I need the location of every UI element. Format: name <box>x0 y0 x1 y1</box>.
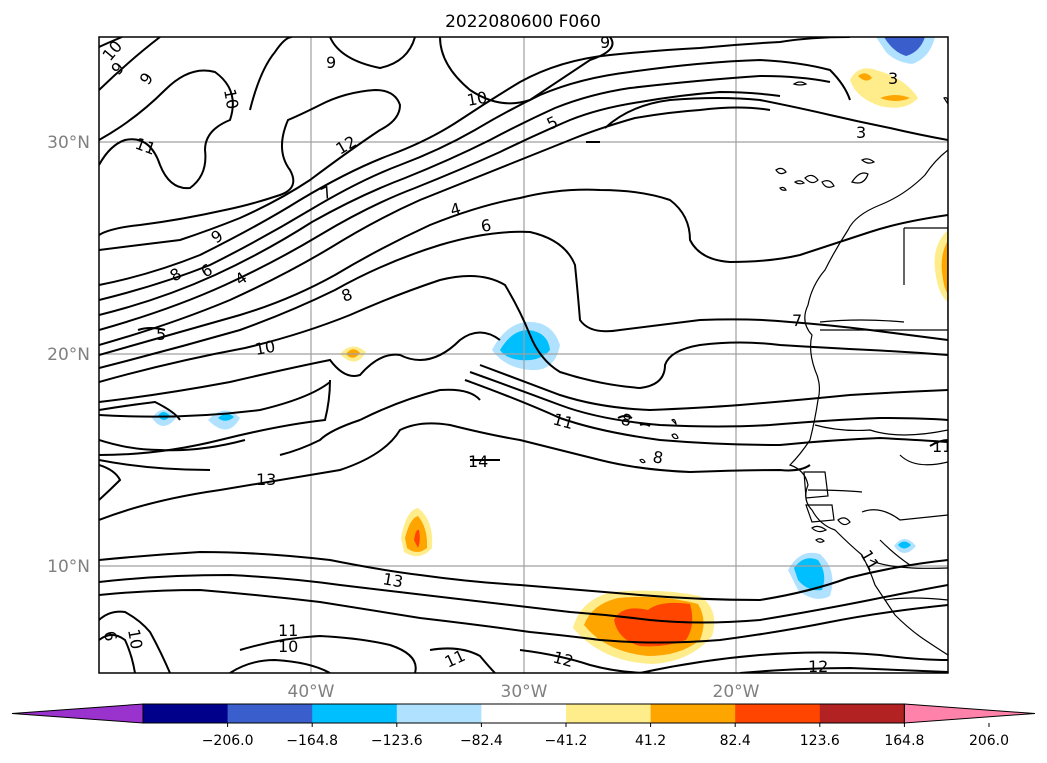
latitude-labels: 30°N 20°N 10°N <box>47 133 90 577</box>
longitude-labels: 40°W 30°W 20°W <box>288 682 760 702</box>
lon-label-20w: 20°W <box>713 682 760 702</box>
colorbar-tick-label: −41.2 <box>545 733 588 749</box>
coastlines <box>586 81 948 656</box>
contour-label: 10 <box>253 337 276 359</box>
contour-label: 11 <box>551 410 576 434</box>
shade-blob-se-small-core <box>898 541 911 549</box>
contour-label: 11 <box>278 621 298 640</box>
map-plot-area: 10 9 9 9 10 11 12 10 5 3 3 9 8 6 4 7 4 6… <box>99 33 952 676</box>
colorbar-tick-label: 82.4 <box>720 733 751 749</box>
shade-blob-ne-orange <box>858 73 910 101</box>
colorbar-segment <box>819 704 905 723</box>
contour-label: 10 <box>220 87 242 110</box>
colorbar-segment <box>396 704 482 723</box>
colorbar-tick-labels: −206.0 −164.8 −123.6 −82.4 −41.2 41.2 82.4 123.… <box>202 723 1009 749</box>
colorbar <box>11 703 1036 724</box>
shade-blob-center-blue <box>500 330 550 361</box>
colorbar-tick-label: 164.8 <box>884 733 924 749</box>
shade-blob-east-orange <box>941 240 948 294</box>
lon-label-40w: 40°W <box>288 682 335 702</box>
contour-label: 8 <box>651 447 664 467</box>
colorbar-segment <box>650 704 736 723</box>
contour-label: 12 <box>551 648 576 672</box>
colorbar-tick-label: 206.0 <box>969 733 1009 749</box>
colorbar-tick-label: −123.6 <box>371 733 423 749</box>
graticule <box>99 37 948 673</box>
contour-label: 12 <box>808 657 828 676</box>
colorbar-segment <box>735 704 821 723</box>
contour-label: 13 <box>256 470 276 489</box>
shade-blob-ne-blue-core <box>884 37 925 56</box>
shade-blob-west-blue2-core <box>218 413 234 421</box>
colorbar-segment <box>312 704 398 723</box>
contour-lines <box>99 37 948 673</box>
colorbar-tick-label: 41.2 <box>635 733 666 749</box>
contour-label: 9 <box>207 226 226 247</box>
contour-label: 4 <box>231 268 250 289</box>
figure-title: 2022080600 F060 <box>445 12 601 32</box>
contour-label: 9 <box>326 53 336 72</box>
contour-label: 6 <box>100 629 120 642</box>
lat-label-20n: 20°N <box>47 345 90 365</box>
contour-label: 10 <box>278 637 298 656</box>
contour-label: 12 <box>333 132 360 159</box>
contour-label: 9 <box>107 58 128 79</box>
contour-label: 8 <box>619 410 634 431</box>
lat-label-10n: 10°N <box>47 557 90 577</box>
contour-label: 3 <box>888 69 898 88</box>
colorbar-segment <box>481 704 567 723</box>
shade-blob-south-red <box>614 602 693 647</box>
plot-frame <box>98 36 949 674</box>
colorbar-tick-label: −206.0 <box>202 733 254 749</box>
contour-label: 11 <box>857 547 884 574</box>
colorbar-extend-low <box>11 703 144 724</box>
contour-label: 11 <box>133 134 159 159</box>
contour-label: 3 <box>856 123 866 142</box>
contour-label: 13 <box>381 569 404 591</box>
lon-label-30w: 30°W <box>501 682 548 702</box>
contour-label: 5 <box>156 325 166 344</box>
contour-label: 4 <box>448 199 463 220</box>
contour-label: 11 <box>932 437 952 456</box>
colorbar-segment <box>566 704 652 723</box>
contour-label: 10 <box>124 627 146 650</box>
shade-blob-ne-yellow <box>850 68 918 108</box>
colorbar-tick-label: 123.6 <box>800 733 840 749</box>
contour-label: 8 <box>339 284 355 305</box>
contour-label: 9 <box>600 33 610 52</box>
contour-label: 14 <box>468 452 488 471</box>
lat-label-30n: 30°N <box>47 133 90 153</box>
colorbar-extend-high <box>903 703 1036 724</box>
colorbar-segment <box>143 704 229 723</box>
contour-label: 9 <box>136 69 157 88</box>
contour-label: 7 <box>318 182 335 204</box>
colorbar-segment <box>227 704 313 723</box>
colorbar-tick-label: −82.4 <box>460 733 503 749</box>
colorbar-tick-label: −164.8 <box>286 733 338 749</box>
colorbar-frame <box>142 703 905 724</box>
contour-label: 6 <box>479 215 492 235</box>
contour-label: 7 <box>792 311 802 330</box>
shade-blob-mid-red <box>414 529 420 548</box>
contour-label: 10 <box>465 88 488 110</box>
